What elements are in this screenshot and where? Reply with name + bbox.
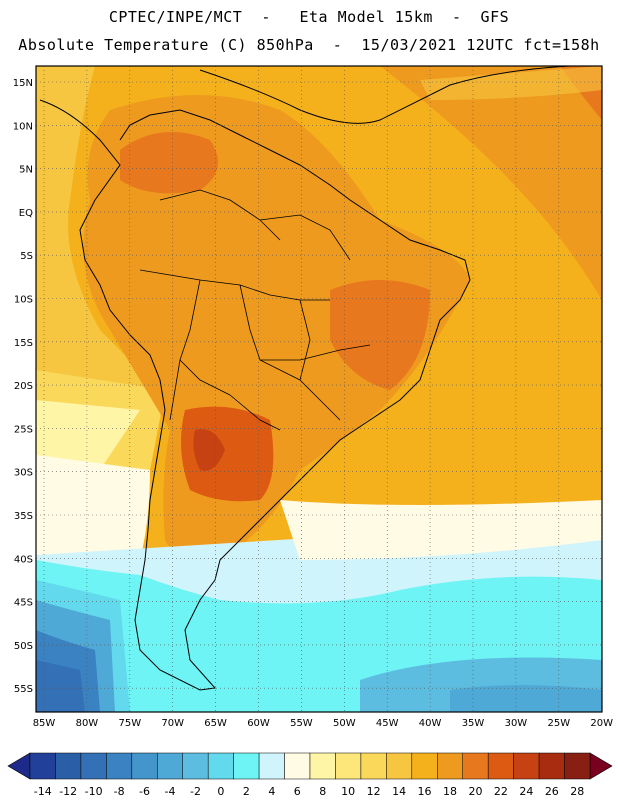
colorbar-tick-label: 6 [294,785,301,798]
longitude-label: 70W [161,718,184,729]
latitude-label: 55S [14,684,33,695]
colorbar-segment [360,752,387,780]
colorbar-segment [233,752,260,780]
country-borders [139,189,371,431]
colorbar-tick-label: 16 [418,785,432,798]
colorbar-segment [335,752,362,780]
map-title-line-2: Absolute Temperature (C) 850hPa - 15/03/… [18,36,600,54]
longitude-labels: 85W 80W 75W 70W 65W 60W 55W 50W 45W 40W 35W 30W 25W 2… [33,718,613,729]
colorbar-overflow-triangle [589,752,613,780]
longitude-label: 55W [290,718,313,729]
latitude-label: 45S [14,598,33,609]
colorbar-segment [564,752,591,780]
colorbar-tick-label: -4 [165,785,176,798]
latitude-labels: 15N 10N 5N EQ 5S 10S 15S 20S 25S 30S 35S 40S 45S 50S 5… [13,78,33,695]
colorbar-segment [284,752,311,780]
longitude-label: 30W [505,718,528,729]
colorbar-segment [386,752,413,780]
latitude-label: 5N [19,165,33,176]
latitude-label: 15S [14,338,33,349]
colorbar-tick-label: 18 [443,785,457,798]
latitude-label: EQ [19,208,33,219]
longitude-label: 80W [76,718,99,729]
latitude-label: 5S [20,251,33,262]
colorbar-segment [106,752,133,780]
colorbar-tick-labels: -14 -12 -10 -8 -6 -4 -2 0 2 4 6 8 10 12 14 16 18 20 22 24 26… [34,785,585,798]
longitude-label: 85W [33,718,56,729]
colorbar-tick-label: -2 [190,785,201,798]
latitude-label: 15N [13,78,33,89]
colorbar-segment [462,752,489,780]
colorbar-underflow-triangle [7,752,31,780]
colorbar-segment [55,752,82,780]
colorbar-segment [80,752,107,780]
colorbar-tick-label: 22 [494,785,508,798]
colorbar-segment [131,752,158,780]
colorbar-segment [207,752,234,780]
colorbar-segment [538,752,565,780]
coastline [39,66,571,691]
map-title-line-1: CPTEC/INPE/MCT - Eta Model 15km - GFS [108,8,510,26]
colorbar-tick-label: 0 [217,785,224,798]
colorbar-tick-label: -6 [139,785,150,798]
longitude-label: 25W [547,718,570,729]
colorbar-segment [513,752,540,780]
longitude-label: 45W [376,718,399,729]
longitude-label: 20W [590,718,613,729]
colorbar-tick-label: -8 [114,785,125,798]
colorbar-tick-label: 12 [367,785,381,798]
longitude-label: 65W [204,718,227,729]
longitude-label: 40W [419,718,442,729]
colorbar-tick-label: 10 [341,785,355,798]
colorbar-tick-label: 14 [392,785,406,798]
colorbar-tick-label: 20 [468,785,482,798]
colorbar-segment [487,752,514,780]
latitude-label: 20S [14,381,33,392]
temperature-field [36,66,602,712]
colorbar-tick-label: 2 [243,785,250,798]
colorbar-tick-label: 4 [268,785,275,798]
colorbar-tick-label: 28 [570,785,584,798]
colorbar-segment [29,752,56,780]
latitude-label: 40S [14,554,33,565]
longitude-label: 60W [247,718,270,729]
longitude-label: 75W [118,718,141,729]
colorbar-segment [182,752,209,780]
longitude-label: 35W [462,718,485,729]
colorbar-tick-label: 8 [319,785,326,798]
colorbar-segment [437,752,463,780]
colorbar-tick-label: 26 [545,785,559,798]
colorbar-segment [258,752,285,780]
latitude-label: 50S [14,641,33,652]
colorbar [7,752,613,780]
latitude-label: 10N [13,121,33,132]
latitude-label: 10S [14,295,33,306]
longitude-label: 50W [333,718,356,729]
colorbar-tick-label: -12 [59,785,77,798]
latitude-label: 30S [14,468,33,479]
latitude-label: 35S [14,511,33,522]
colorbar-segment [411,752,438,780]
colorbar-tick-label: -10 [85,785,103,798]
colorbar-segment [309,752,336,780]
colorbar-tick-label: 24 [519,785,533,798]
colorbar-tick-label: -14 [34,785,52,798]
latitude-label: 25S [14,424,33,435]
map-frame [35,65,603,713]
colorbar-segment [157,752,183,780]
